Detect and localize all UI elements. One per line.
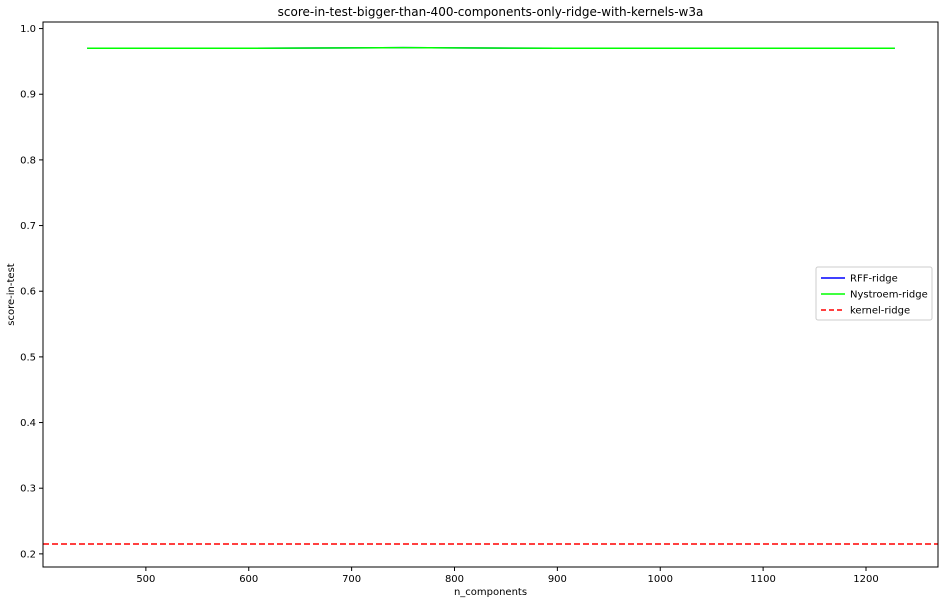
x-tick-label: 900 bbox=[548, 574, 567, 585]
y-axis-title: score-in-test bbox=[6, 263, 17, 325]
x-tick-label: 800 bbox=[445, 574, 464, 585]
y-tick-label: 0.5 bbox=[20, 352, 36, 363]
legend-box bbox=[815, 266, 933, 321]
x-tick-label: 1200 bbox=[853, 574, 878, 585]
legend-label: kernel-ridge bbox=[850, 306, 910, 317]
y-tick-label: 0.3 bbox=[20, 484, 36, 495]
x-tick-label: 600 bbox=[239, 574, 258, 585]
plot-frame bbox=[42, 21, 939, 568]
x-tick-label: 1100 bbox=[750, 574, 775, 585]
x-tick-label: 700 bbox=[342, 574, 361, 585]
y-tick-label: 1.0 bbox=[20, 24, 36, 35]
plot-area bbox=[43, 46, 938, 545]
legend: RFF-ridge Nystroem-ridge kernel-ridge bbox=[815, 266, 933, 321]
y-tick-label: 0.2 bbox=[20, 549, 36, 560]
y-tick-label: 0.4 bbox=[20, 418, 36, 429]
legend-label: Nystroem-ridge bbox=[850, 290, 928, 301]
y-tick-label: 0.6 bbox=[20, 287, 36, 298]
x-tick-label: 500 bbox=[136, 574, 155, 585]
y-tick-label: 0.9 bbox=[20, 90, 36, 101]
series-line-Nystroem-ridge bbox=[87, 46, 895, 50]
legend-label: RFF-ridge bbox=[850, 274, 898, 285]
y-axis: 0.2 0.3 0.4 0.5 0.6 0.7 0.8 0.9 1.0 bbox=[20, 24, 43, 560]
y-tick-label: 0.7 bbox=[20, 221, 36, 232]
chart-title: score-in-test-bigger-than-400-components… bbox=[278, 5, 704, 19]
x-axis: 500 600 700 800 900 1000 1100 1200 bbox=[136, 567, 879, 585]
x-tick-label: 1000 bbox=[648, 574, 673, 585]
x-axis-title: n_components bbox=[454, 587, 527, 598]
y-tick-label: 0.8 bbox=[20, 155, 36, 166]
